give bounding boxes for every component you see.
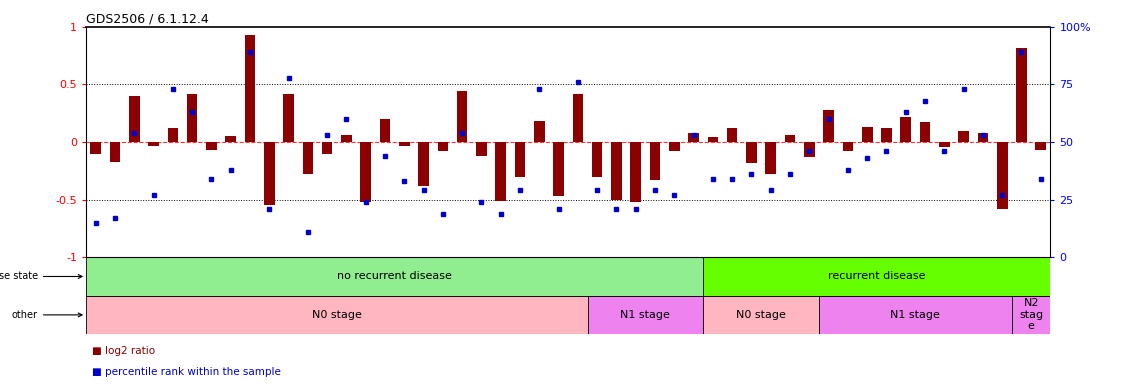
Bar bbox=[920, 122, 930, 142]
Bar bbox=[843, 142, 853, 151]
Text: N1 stage: N1 stage bbox=[891, 310, 940, 320]
Bar bbox=[129, 96, 140, 142]
Text: no recurrent disease: no recurrent disease bbox=[338, 271, 452, 281]
Bar bbox=[766, 142, 776, 174]
Bar bbox=[959, 131, 969, 142]
Bar bbox=[819, 296, 1011, 334]
Bar bbox=[360, 142, 371, 202]
Bar bbox=[553, 142, 564, 196]
Bar bbox=[996, 142, 1008, 209]
Bar bbox=[91, 142, 101, 154]
Bar bbox=[704, 296, 819, 334]
Bar bbox=[207, 142, 217, 150]
Bar bbox=[418, 142, 429, 186]
Bar bbox=[496, 142, 506, 201]
Bar bbox=[588, 296, 704, 334]
Bar bbox=[882, 128, 892, 142]
Text: GDS2506 / 6.1.12.4: GDS2506 / 6.1.12.4 bbox=[86, 13, 209, 26]
Bar bbox=[746, 142, 757, 163]
Bar bbox=[321, 142, 333, 154]
Bar bbox=[939, 142, 949, 147]
Bar bbox=[187, 94, 197, 142]
Text: N0 stage: N0 stage bbox=[312, 310, 362, 320]
Bar bbox=[707, 137, 719, 142]
Bar bbox=[534, 121, 544, 142]
Bar bbox=[168, 128, 178, 142]
Bar bbox=[704, 257, 1050, 296]
Text: N2
stag
e: N2 stag e bbox=[1019, 298, 1044, 331]
Bar bbox=[978, 133, 988, 142]
Text: N0 stage: N0 stage bbox=[736, 310, 786, 320]
Bar bbox=[650, 142, 660, 180]
Bar bbox=[785, 135, 796, 142]
Bar bbox=[86, 296, 588, 334]
Bar bbox=[514, 142, 526, 177]
Bar bbox=[245, 35, 255, 142]
Bar bbox=[689, 133, 699, 142]
Bar bbox=[457, 91, 467, 142]
Bar bbox=[1035, 142, 1046, 150]
Bar bbox=[148, 142, 158, 146]
Bar bbox=[1016, 48, 1026, 142]
Bar bbox=[437, 142, 448, 151]
Bar bbox=[284, 94, 294, 142]
Text: recurrent disease: recurrent disease bbox=[828, 271, 925, 281]
Bar bbox=[264, 142, 274, 205]
Text: ■ percentile rank within the sample: ■ percentile rank within the sample bbox=[92, 367, 281, 377]
Bar bbox=[862, 127, 872, 142]
Bar bbox=[400, 142, 410, 146]
Bar bbox=[804, 142, 815, 157]
Bar bbox=[380, 119, 390, 142]
Bar bbox=[225, 136, 236, 142]
Text: disease state: disease state bbox=[0, 271, 82, 281]
Text: N1 stage: N1 stage bbox=[620, 310, 670, 320]
Bar bbox=[303, 142, 313, 174]
Bar bbox=[727, 128, 737, 142]
Bar bbox=[669, 142, 680, 151]
Text: ■ log2 ratio: ■ log2 ratio bbox=[92, 346, 155, 356]
Bar bbox=[476, 142, 487, 156]
Bar bbox=[573, 94, 583, 142]
Text: other: other bbox=[11, 310, 82, 320]
Bar bbox=[900, 117, 912, 142]
Bar bbox=[341, 135, 351, 142]
Bar bbox=[86, 257, 704, 296]
Bar bbox=[592, 142, 603, 177]
Bar bbox=[823, 110, 833, 142]
Bar bbox=[611, 142, 622, 200]
Bar bbox=[110, 142, 121, 162]
Bar bbox=[1011, 296, 1050, 334]
Bar bbox=[630, 142, 641, 202]
